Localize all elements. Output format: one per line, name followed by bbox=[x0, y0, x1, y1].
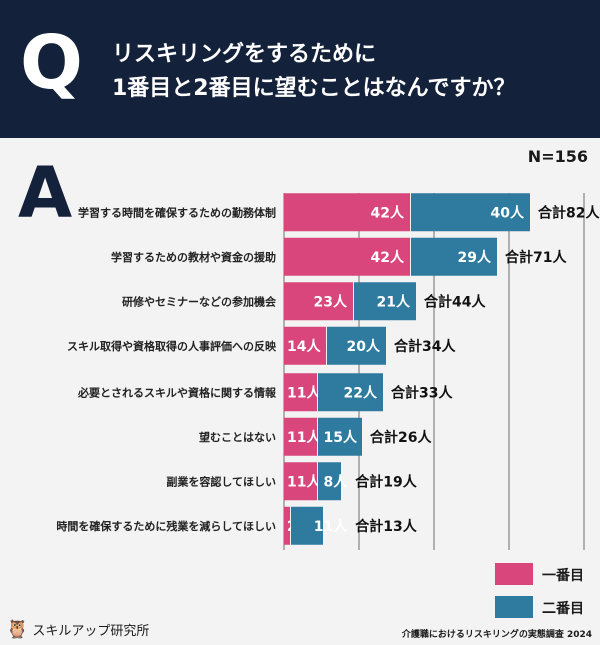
bar-value-label: 8人 bbox=[323, 473, 348, 490]
bar-value-label: 11人 bbox=[314, 518, 348, 535]
q-mark: Q bbox=[20, 20, 83, 106]
total-label: 合計44人 bbox=[424, 293, 486, 310]
total-label: 合計34人 bbox=[394, 338, 456, 355]
bar-value-label: 20人 bbox=[347, 338, 381, 355]
bar-first bbox=[284, 326, 326, 365]
bar-value-label: 11人 bbox=[287, 384, 321, 401]
source-note: 介護職におけるリスキリングの実態調査 2024 bbox=[401, 630, 592, 640]
bar-value-label: 15人 bbox=[323, 429, 357, 446]
bar-second bbox=[291, 506, 323, 545]
bar-first bbox=[284, 237, 410, 276]
total-label: 合計71人 bbox=[505, 249, 567, 266]
total-label: 合計19人 bbox=[355, 473, 417, 490]
total-label: 合計33人 bbox=[391, 384, 453, 401]
brand-logo: 🦉 スキルアップ研究所 bbox=[6, 619, 149, 640]
category-label: 必要とされるスキルや資格に関する情報 bbox=[77, 385, 277, 399]
category-label: 学習する時間を確保するための勤務体制 bbox=[78, 205, 276, 219]
bar-second bbox=[354, 282, 416, 321]
bar-value-label: 11人 bbox=[287, 429, 321, 446]
total-label: 合計82人 bbox=[538, 204, 600, 221]
bar-second bbox=[327, 326, 386, 365]
category-label: スキル取得や資格取得の人事評価への反映 bbox=[67, 339, 277, 353]
bar-value-label: 23人 bbox=[314, 293, 348, 310]
bar-value-label: 42人 bbox=[371, 249, 405, 266]
bar-first bbox=[284, 417, 317, 456]
total-label: 合計26人 bbox=[370, 429, 432, 446]
category-label: 時間を確保するために残業を減らしてほしい bbox=[56, 519, 276, 533]
bar-value-label: 40人 bbox=[491, 204, 525, 221]
bar-first bbox=[284, 506, 290, 545]
question-line-1: リスキリングをするために bbox=[112, 42, 377, 67]
bar-second bbox=[318, 417, 362, 456]
bar-value-label: 11人 bbox=[287, 473, 321, 490]
bar-value-label: 21人 bbox=[377, 293, 411, 310]
bar-first bbox=[284, 282, 353, 321]
bar-value-label: 14人 bbox=[287, 338, 321, 355]
bar-value-label: 42人 bbox=[371, 204, 405, 221]
question-line-2: 1番目と2番目に望むことはなんですか？ bbox=[112, 76, 516, 101]
legend-swatch-second bbox=[495, 596, 533, 618]
bar-first bbox=[284, 462, 317, 501]
bar-second bbox=[318, 462, 341, 501]
bar-first bbox=[284, 373, 317, 412]
bar-first bbox=[284, 193, 410, 232]
category-label: 学習するための教材や資金の援助 bbox=[111, 250, 276, 264]
category-label: 望むことはない bbox=[199, 430, 276, 444]
bar-value-label: 29人 bbox=[458, 249, 492, 266]
question-title: リスキリングをするために 1番目と2番目に望むことはなんですか？ bbox=[112, 38, 516, 106]
owl-graduate-icon: 🦉 bbox=[6, 619, 29, 640]
bar-second bbox=[411, 193, 530, 232]
legend-label-first: 一番目 bbox=[542, 568, 584, 584]
legend-swatch-first bbox=[495, 563, 533, 585]
question-header: Q リスキリングをするために 1番目と2番目に望むことはなんですか？ bbox=[0, 0, 600, 138]
a-mark: A bbox=[18, 152, 73, 234]
brand-name: スキルアップ研究所 bbox=[32, 624, 150, 639]
category-label: 研修やセミナーなどの参加機会 bbox=[122, 294, 277, 308]
total-label: 合計13人 bbox=[355, 518, 417, 535]
category-label: 副業を容認してほしい bbox=[166, 474, 276, 488]
bar-second bbox=[318, 373, 383, 412]
sample-size: N=156 bbox=[527, 147, 588, 166]
bar-second bbox=[411, 237, 497, 276]
legend-label-second: 二番目 bbox=[542, 601, 584, 617]
bar-value-label: 22人 bbox=[344, 384, 378, 401]
